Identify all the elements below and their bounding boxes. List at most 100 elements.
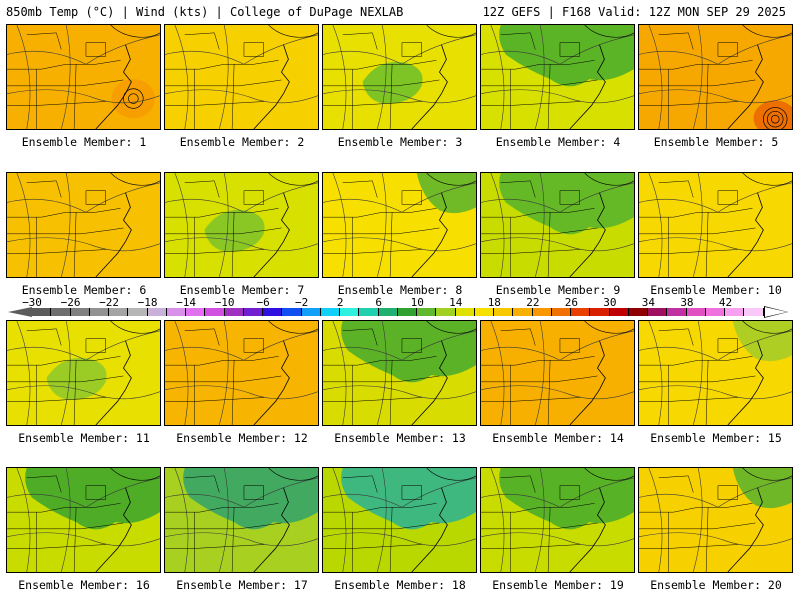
- ensemble-member-label: Ensemble Member: 15: [650, 431, 782, 445]
- temperature-colorbar: −30 −26 −22 −18 −14 −10 −6 −2 2 6 10 14 18 22 26 30 34 38…: [0, 296, 800, 320]
- colorbar-cell: [571, 308, 591, 316]
- colorbar-tick-label: −26: [60, 296, 81, 309]
- colorbar-cell: [147, 308, 167, 316]
- colorbar-tick-label: 38: [680, 296, 694, 309]
- ensemble-member-map: [322, 24, 477, 130]
- ensemble-member-map: [480, 320, 635, 426]
- colorbar-cell: [166, 308, 186, 316]
- colorbar-cell: [340, 308, 360, 316]
- colorbar-cell: [667, 308, 687, 316]
- colorbar-tick-label: 2: [336, 296, 344, 309]
- ensemble-member-label: Ensemble Member: 13: [334, 431, 466, 445]
- ensemble-member-label: Ensemble Member: 17: [176, 578, 308, 592]
- colorbar-tick-label: −22: [99, 296, 119, 309]
- colorbar-cell: [532, 308, 552, 316]
- ensemble-member-map: [638, 172, 793, 278]
- colorbar-tick-label: −30: [22, 296, 42, 309]
- colorbar-cell: [513, 308, 533, 316]
- ensemble-member-label: Ensemble Member: 7: [179, 283, 305, 297]
- colorbar-cell: [628, 308, 648, 316]
- ensemble-member-map: [164, 467, 319, 573]
- colorbar-cell: [744, 308, 764, 316]
- colorbar-tick-label: 26: [564, 296, 578, 309]
- colorbar-cell: [455, 308, 475, 316]
- ensemble-member-map: [6, 320, 161, 426]
- colorbar-cell: [417, 308, 437, 316]
- colorbar-cell: [494, 308, 514, 316]
- ensemble-member-label: Ensemble Member: 9: [495, 283, 621, 297]
- colorbar-cell: [224, 308, 244, 316]
- colorbar-tick-label: −10: [214, 296, 235, 309]
- ensemble-member-label: Ensemble Member: 18: [334, 578, 466, 592]
- colorbar-cell: [378, 308, 398, 316]
- colorbar-cell: [282, 308, 302, 316]
- ensemble-member-map: [164, 172, 319, 278]
- colorbar-cell: [359, 308, 379, 316]
- colorbar-cell: [436, 308, 456, 316]
- colorbar-tick-label: 34: [641, 296, 656, 309]
- ensemble-member-map: [638, 24, 793, 130]
- colorbar-cell: [89, 308, 109, 316]
- colorbar-cell: [725, 308, 745, 316]
- ensemble-member-map: [638, 320, 793, 426]
- colorbar-cell: [32, 308, 52, 316]
- ensemble-member-label: Ensemble Member: 10: [650, 283, 782, 297]
- colorbar-tick-label: 10: [410, 296, 424, 309]
- ensemble-member-map: [480, 24, 635, 130]
- ensemble-member-label: Ensemble Member: 20: [650, 578, 782, 592]
- colorbar-tick-label: 30: [603, 296, 617, 309]
- ensemble-member-label: Ensemble Member: 11: [18, 431, 150, 445]
- colorbar-cell: [320, 308, 340, 316]
- ensemble-member-map: [6, 172, 161, 278]
- colorbar-tick-label: 6: [375, 296, 383, 309]
- colorbar-cell: [301, 308, 321, 316]
- ensemble-member-map: [164, 320, 319, 426]
- ensemble-member-map: [638, 467, 793, 573]
- colorbar-tick-label: 18: [487, 296, 501, 309]
- colorbar-cell: [70, 308, 90, 316]
- colorbar-tick-label: 22: [526, 296, 540, 309]
- colorbar-strip: [32, 308, 764, 316]
- colorbar-tick-label: −18: [137, 296, 158, 309]
- colorbar-tick-label: −6: [256, 296, 270, 309]
- ensemble-member-label: Ensemble Member: 16: [18, 578, 150, 592]
- colorbar-cell: [186, 308, 206, 316]
- colorbar-cell: [263, 308, 283, 316]
- colorbar-cell: [648, 308, 668, 316]
- colorbar-low-arrow: [8, 307, 32, 317]
- colorbar-cell: [51, 308, 71, 316]
- colorbar-cell: [243, 308, 263, 316]
- colorbar-cell: [109, 308, 129, 316]
- colorbar-cell: [397, 308, 417, 316]
- ensemble-member-map: [164, 24, 319, 130]
- run-valid-time: 12Z GEFS | F168 Valid: 12Z MON SEP 29 20…: [482, 5, 786, 19]
- colorbar-cell: [590, 308, 610, 316]
- ensemble-member-label: Ensemble Member: 14: [492, 431, 624, 445]
- colorbar-cell: [609, 308, 629, 316]
- ensemble-member-label: Ensemble Member: 19: [492, 578, 624, 592]
- colorbar-tick-label: 14: [449, 296, 463, 309]
- ensemble-member-map: [322, 172, 477, 278]
- ensemble-member-label: Ensemble Member: 1: [21, 135, 147, 149]
- ensemble-member-map: [6, 467, 161, 573]
- ensemble-member-label: Ensemble Member: 3: [337, 135, 463, 149]
- colorbar-cell: [551, 308, 571, 316]
- ensemble-member-map: [480, 467, 635, 573]
- ensemble-member-map: [322, 467, 477, 573]
- ensemble-member-label: Ensemble Member: 2: [179, 135, 305, 149]
- ensemble-member-map: [480, 172, 635, 278]
- colorbar-tick-label: −14: [176, 296, 197, 309]
- ensemble-member-label: Ensemble Member: 12: [176, 431, 308, 445]
- colorbar-cell: [686, 308, 706, 316]
- product-title: 850mb Temp (°C) | Wind (kts) | College o…: [6, 5, 404, 19]
- ensemble-member-label: Ensemble Member: 4: [495, 135, 621, 149]
- colorbar-cell: [474, 308, 494, 316]
- ensemble-member-label: Ensemble Member: 8: [337, 283, 463, 297]
- ensemble-member-label: Ensemble Member: 5: [653, 135, 779, 149]
- colorbar-tick-label: −2: [295, 296, 309, 309]
- colorbar-cell: [128, 308, 148, 316]
- colorbar-cell: [705, 308, 725, 316]
- ensemble-member-label: Ensemble Member: 6: [21, 283, 147, 297]
- colorbar-tick-label: 42: [718, 296, 733, 309]
- colorbar-cell: [205, 308, 225, 316]
